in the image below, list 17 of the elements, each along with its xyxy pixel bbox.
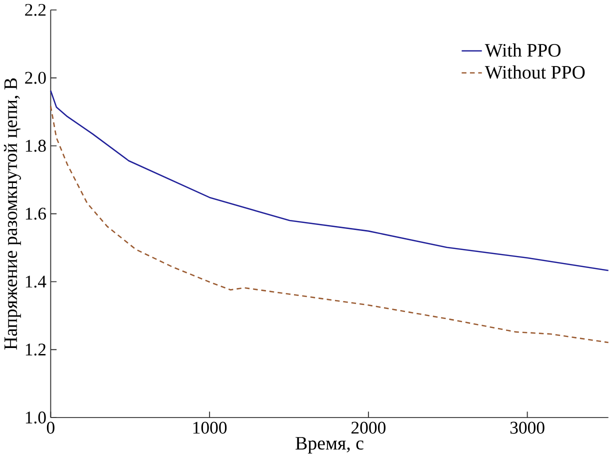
x-axis-title: Время, с	[296, 436, 364, 454]
y-tick-label: 1.2	[26, 343, 46, 356]
y-tick-label: 1.6	[26, 208, 46, 220]
x-tick-label: 1000	[193, 422, 227, 434]
x-tick-label: 3000	[510, 422, 544, 434]
y-tick-label: 1.0	[26, 411, 46, 424]
x-tick-label: 0	[46, 422, 54, 434]
y-tick-label: 2.2	[25, 4, 46, 16]
y-tick-label: 1.8	[26, 140, 46, 152]
line-series	[50, 105, 609, 343]
legend-label: With PPO	[484, 43, 561, 57]
line-series	[50, 90, 609, 271]
x-tick-label: 2000	[352, 422, 386, 434]
y-tick-label: 2.0	[25, 72, 46, 84]
legend-label: Without PPO	[484, 65, 585, 79]
y-axis-title: Напряжение разомкнутой цепи, В	[4, 78, 21, 350]
y-tick-label: 1.4	[26, 276, 46, 288]
